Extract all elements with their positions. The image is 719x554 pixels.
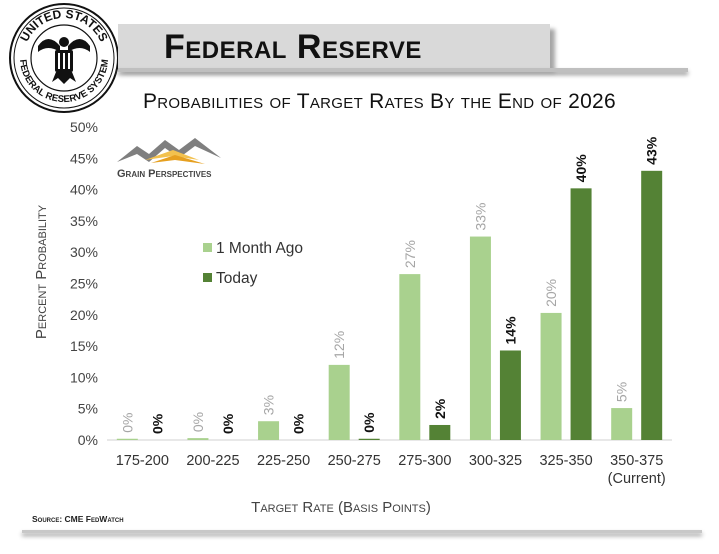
federal-reserve-seal: UNITED STATES FEDERAL RESERVE SYSTEM <box>9 3 119 113</box>
x-tick-label: 350-375 <box>610 453 663 469</box>
x-tick-label: 275-300 <box>398 453 451 469</box>
y-tick-label: 40% <box>70 182 98 198</box>
y-tick-label: 35% <box>70 213 98 229</box>
data-label-one-month-ago: 5% <box>614 382 630 402</box>
x-tick-label: 200-225 <box>186 453 239 469</box>
footer-divider <box>22 530 702 533</box>
data-label-today: 0% <box>291 413 307 434</box>
data-label-today: 0% <box>149 413 165 434</box>
data-label-one-month-ago: 0% <box>119 413 135 433</box>
y-tick-label: 25% <box>70 276 98 292</box>
bar-today <box>570 188 592 440</box>
header-banner: Federal Reserve <box>118 24 550 68</box>
data-label-one-month-ago: 12% <box>331 331 347 359</box>
bar-today <box>499 350 521 440</box>
data-label-one-month-ago: 27% <box>402 240 418 268</box>
y-tick-label: 20% <box>70 307 98 323</box>
bar-one-month-ago <box>328 364 350 440</box>
x-tick-label: 250-275 <box>328 453 381 469</box>
logo-name: Grain Perspectives <box>117 168 212 180</box>
page-title: Federal Reserve <box>164 28 422 66</box>
bar-one-month-ago <box>187 438 209 440</box>
grain-perspectives-logo-icon <box>117 138 221 164</box>
legend-swatch-one-month-ago <box>203 243 212 252</box>
data-label-today: 2% <box>432 398 448 419</box>
data-label-one-month-ago: 0% <box>190 412 206 432</box>
legend-label: 1 Month Ago <box>216 240 303 257</box>
bar-today <box>429 424 451 440</box>
data-label-today: 43% <box>644 136 660 165</box>
bar-one-month-ago <box>611 408 633 440</box>
y-tick-label: 5% <box>78 401 98 417</box>
data-label-one-month-ago: 3% <box>261 395 277 415</box>
legend-label: Today <box>216 270 258 287</box>
data-label-one-month-ago: 33% <box>472 203 488 231</box>
data-label-today: 14% <box>502 316 518 345</box>
x-tick-label: 225-250 <box>257 453 310 469</box>
bar-today <box>358 438 380 440</box>
y-tick-label: 30% <box>70 244 98 260</box>
x-tick-label: 175-200 <box>116 453 169 469</box>
y-tick-label: 50% <box>70 119 98 135</box>
x-axis-title: Target Rate (Basis Points) <box>251 499 431 516</box>
chart-title: Probabilities of Target Rates By the End… <box>142 90 617 113</box>
data-label-today: 40% <box>573 154 589 183</box>
bar-one-month-ago <box>469 236 491 440</box>
y-tick-label: 15% <box>70 338 98 354</box>
bar-one-month-ago <box>399 274 421 440</box>
bar-one-month-ago <box>540 312 562 440</box>
y-tick-label: 45% <box>70 150 98 166</box>
x-tick-label: (Current) <box>608 471 666 487</box>
eagle-icon <box>38 37 90 84</box>
y-tick-label: 0% <box>78 432 98 448</box>
legend-swatch-today <box>203 273 212 282</box>
x-tick-label: 300-325 <box>469 453 522 469</box>
data-label-today: 0% <box>220 413 236 434</box>
source-note: Source: CME FedWatch <box>32 514 124 524</box>
y-axis-title: Percent Probability <box>33 204 50 339</box>
bar-one-month-ago <box>116 438 138 440</box>
x-tick-label: 325-350 <box>539 453 592 469</box>
header-divider <box>118 68 688 72</box>
data-label-one-month-ago: 20% <box>543 279 559 307</box>
bar-one-month-ago <box>258 421 280 440</box>
y-tick-label: 10% <box>70 369 98 385</box>
data-label-today: 0% <box>361 412 377 433</box>
bar-today <box>641 170 663 440</box>
